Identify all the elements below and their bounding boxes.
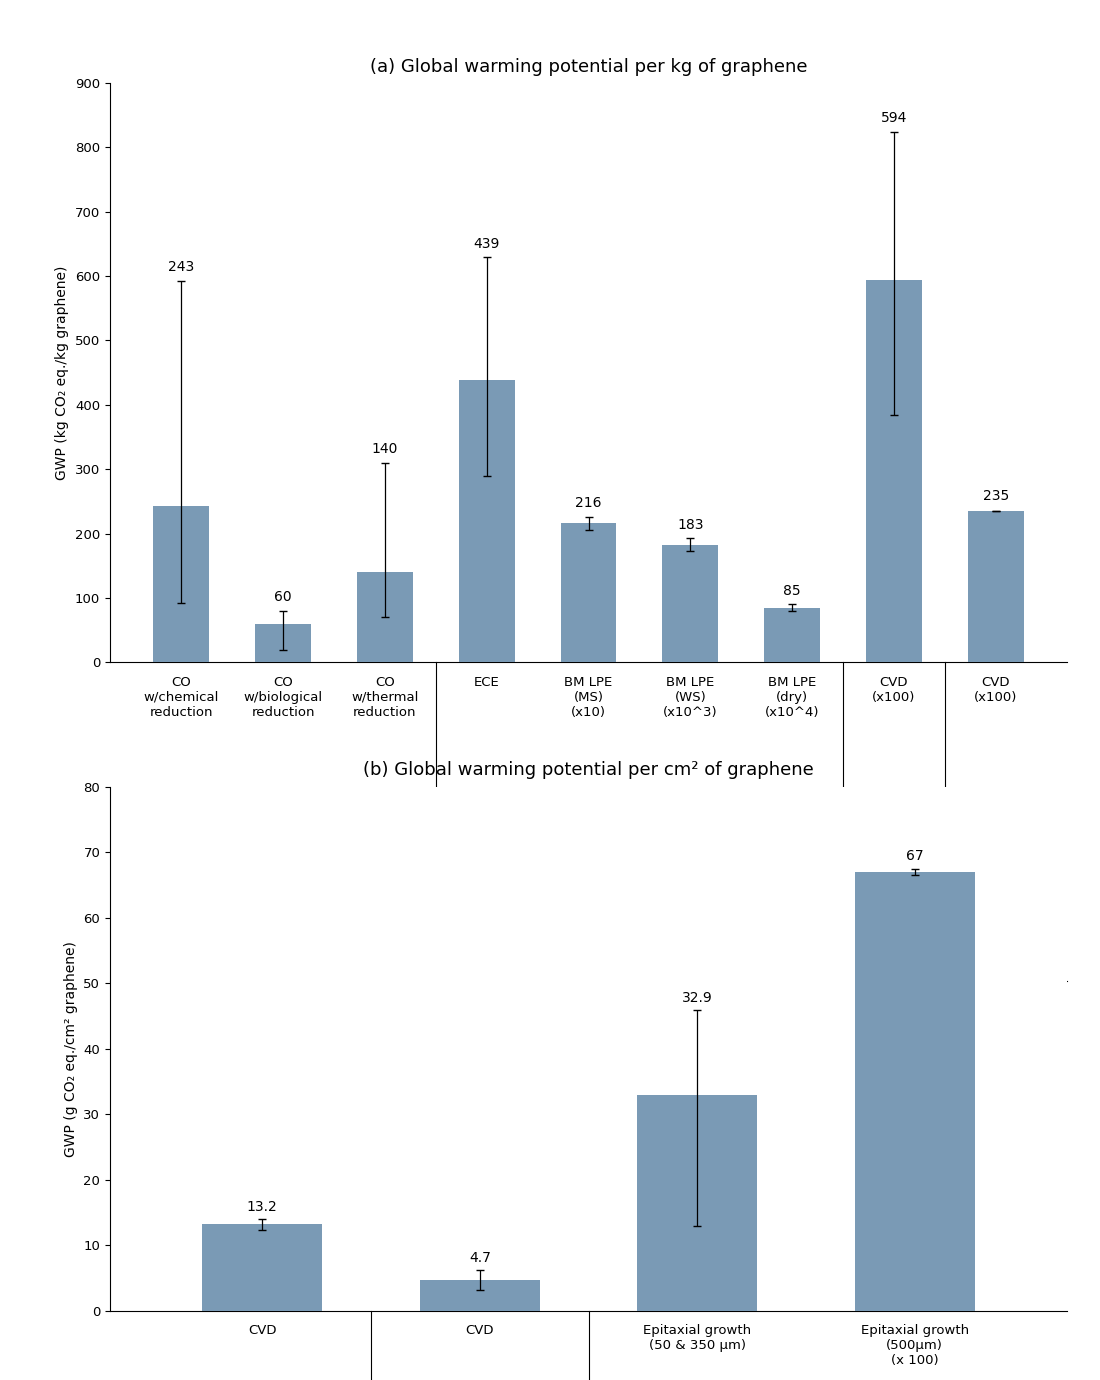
Bar	[968, 511, 1024, 662]
Text: 140: 140	[372, 443, 398, 457]
Bar	[356, 573, 412, 662]
Bar	[420, 1281, 540, 1311]
Text: 235: 235	[982, 490, 1009, 504]
Text: 439: 439	[473, 237, 499, 251]
Text: Graphite: Graphite	[458, 1021, 516, 1035]
Bar	[202, 1224, 322, 1311]
Bar	[662, 545, 718, 662]
Text: Biomass: Biomass	[968, 1021, 1024, 1035]
Y-axis label: GWP (kg CO₂ eq./kg graphene): GWP (kg CO₂ eq./kg graphene)	[55, 265, 69, 480]
Text: Exfoliation: Exfoliation	[604, 905, 674, 919]
Y-axis label: GWP (g CO₂ eq./cm² graphene): GWP (g CO₂ eq./cm² graphene)	[64, 941, 78, 1156]
Bar	[855, 872, 975, 1311]
Bar	[637, 1096, 757, 1311]
Text: 216: 216	[575, 497, 602, 511]
Bar	[764, 607, 821, 662]
Text: 85: 85	[783, 584, 801, 598]
Title: (b) Global warming potential per cm² of graphene: (b) Global warming potential per cm² of …	[363, 762, 814, 780]
Text: 32.9: 32.9	[682, 991, 713, 1005]
Text: 243: 243	[168, 259, 195, 275]
Text: 4.7: 4.7	[469, 1252, 491, 1265]
Bar	[866, 280, 922, 662]
Text: 13.2: 13.2	[246, 1201, 277, 1214]
Text: 60: 60	[274, 591, 292, 604]
Text: 183: 183	[678, 518, 704, 531]
Bar	[153, 506, 209, 662]
Bar	[561, 523, 616, 662]
Text: 594: 594	[881, 112, 907, 126]
Text: 67: 67	[906, 849, 924, 864]
Title: (a) Global warming potential per kg of graphene: (a) Global warming potential per kg of g…	[370, 58, 807, 76]
Bar	[255, 624, 311, 662]
Bar	[459, 380, 515, 662]
Text: Methane: Methane	[865, 1021, 923, 1035]
